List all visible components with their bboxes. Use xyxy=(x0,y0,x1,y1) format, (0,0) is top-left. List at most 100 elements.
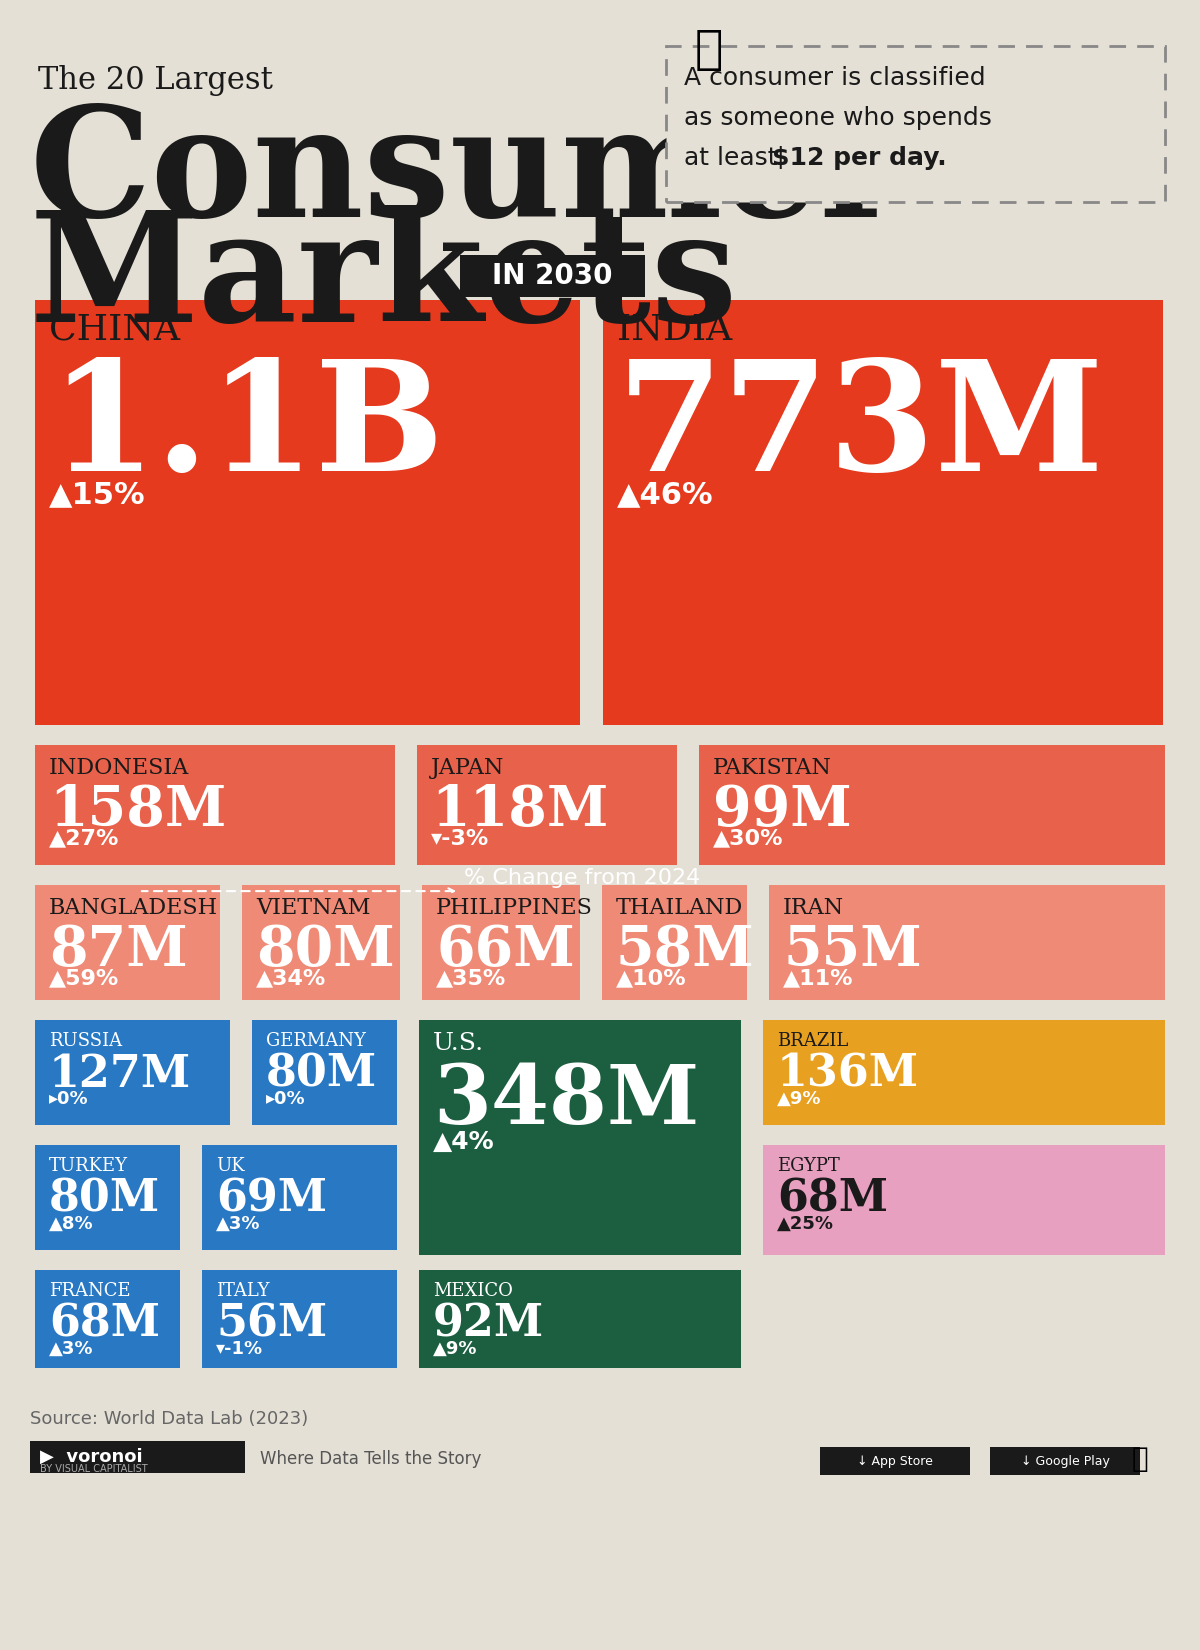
Text: ▲11%: ▲11% xyxy=(784,969,853,988)
Text: ▲25%: ▲25% xyxy=(778,1214,834,1233)
Text: 68M: 68M xyxy=(49,1304,160,1346)
Text: ▸0%: ▸0% xyxy=(266,1089,306,1107)
Text: 99M: 99M xyxy=(713,782,852,838)
Text: ▲34%: ▲34% xyxy=(256,969,326,988)
Bar xyxy=(422,884,580,1000)
Text: 87M: 87M xyxy=(49,922,187,977)
Text: RUSSIA: RUSSIA xyxy=(49,1031,122,1049)
Text: 158M: 158M xyxy=(49,782,227,838)
Bar xyxy=(35,1020,230,1125)
Bar xyxy=(35,884,220,1000)
Text: PAKISTAN: PAKISTAN xyxy=(713,757,832,779)
Text: 80M: 80M xyxy=(49,1178,161,1221)
Text: INDONESIA: INDONESIA xyxy=(49,757,190,779)
Bar xyxy=(202,1145,397,1251)
Text: 348M: 348M xyxy=(433,1061,700,1140)
Text: GERMANY: GERMANY xyxy=(266,1031,366,1049)
Text: ▲3%: ▲3% xyxy=(216,1214,260,1233)
Bar xyxy=(30,1440,245,1473)
Bar xyxy=(698,746,1165,865)
Text: IN 2030: IN 2030 xyxy=(492,262,613,290)
Bar xyxy=(35,1270,180,1368)
Text: Consumer: Consumer xyxy=(30,101,901,249)
Text: ▲10%: ▲10% xyxy=(616,969,686,988)
Bar xyxy=(242,884,400,1000)
Text: TURKEY: TURKEY xyxy=(49,1157,128,1175)
Text: ▲4%: ▲4% xyxy=(433,1130,494,1153)
Bar xyxy=(602,884,746,1000)
Bar xyxy=(604,300,1163,724)
Text: as someone who spends: as someone who spends xyxy=(684,106,992,130)
Text: The 20 Largest: The 20 Largest xyxy=(38,64,272,96)
Text: ▲35%: ▲35% xyxy=(436,969,506,988)
Text: FRANCE: FRANCE xyxy=(49,1282,131,1300)
Text: ▲59%: ▲59% xyxy=(49,969,119,988)
Text: ▾-3%: ▾-3% xyxy=(431,828,490,848)
Bar xyxy=(820,1447,970,1475)
Bar xyxy=(769,884,1165,1000)
Text: 773M: 773M xyxy=(617,353,1105,503)
Text: ▲15%: ▲15% xyxy=(49,480,145,510)
Text: ▲9%: ▲9% xyxy=(778,1089,822,1107)
Text: BRAZIL: BRAZIL xyxy=(778,1031,848,1049)
Bar xyxy=(419,1270,742,1368)
Text: ▶  voronoi: ▶ voronoi xyxy=(40,1449,143,1465)
Text: Markets: Markets xyxy=(30,205,738,355)
Text: INDIA: INDIA xyxy=(617,312,732,346)
Text: 69M: 69M xyxy=(216,1178,328,1221)
Text: ▸0%: ▸0% xyxy=(49,1089,89,1107)
Text: 68M: 68M xyxy=(778,1178,888,1221)
Text: 58M: 58M xyxy=(616,922,755,977)
Text: ▲3%: ▲3% xyxy=(49,1340,94,1358)
Text: VIETNAM: VIETNAM xyxy=(256,898,371,919)
Text: THAILAND: THAILAND xyxy=(616,898,743,919)
Text: $12 per day.: $12 per day. xyxy=(772,145,947,170)
Bar xyxy=(35,1145,180,1251)
Text: % Change from 2024: % Change from 2024 xyxy=(464,868,701,888)
Text: A consumer is classified: A consumer is classified xyxy=(684,66,985,91)
Text: BANGLADESH: BANGLADESH xyxy=(49,898,218,919)
Text: 🐝: 🐝 xyxy=(1132,1445,1148,1473)
Text: BY VISUAL CAPITALIST: BY VISUAL CAPITALIST xyxy=(40,1464,148,1473)
Text: 1.1B: 1.1B xyxy=(49,353,444,503)
Bar xyxy=(419,1020,742,1256)
Bar xyxy=(763,1020,1165,1125)
Bar xyxy=(202,1270,397,1368)
Text: ▲8%: ▲8% xyxy=(49,1214,94,1233)
Text: 66M: 66M xyxy=(436,922,575,977)
Text: 56M: 56M xyxy=(216,1304,328,1346)
Text: PHILIPPINES: PHILIPPINES xyxy=(436,898,593,919)
Bar xyxy=(252,1020,397,1125)
Text: ↓ App Store: ↓ App Store xyxy=(857,1455,932,1467)
Bar xyxy=(418,746,677,865)
Text: ↓ Google Play: ↓ Google Play xyxy=(1020,1455,1110,1467)
Text: EGYPT: EGYPT xyxy=(778,1157,840,1175)
Text: CHINA: CHINA xyxy=(49,312,180,346)
Text: at least: at least xyxy=(684,145,786,170)
Bar xyxy=(990,1447,1140,1475)
Text: MEXICO: MEXICO xyxy=(433,1282,512,1300)
Text: 80M: 80M xyxy=(266,1053,377,1096)
Text: IRAN: IRAN xyxy=(784,898,844,919)
Text: UK: UK xyxy=(216,1157,245,1175)
Text: Source: World Data Lab (2023): Source: World Data Lab (2023) xyxy=(30,1411,308,1427)
Text: 136M: 136M xyxy=(778,1053,919,1096)
Text: ▲27%: ▲27% xyxy=(49,828,119,848)
Text: 127M: 127M xyxy=(49,1053,191,1096)
Text: ▾-1%: ▾-1% xyxy=(216,1340,263,1358)
Text: ▲30%: ▲30% xyxy=(713,828,784,848)
Bar xyxy=(763,1145,1165,1256)
Bar xyxy=(35,746,395,865)
Text: 92M: 92M xyxy=(433,1304,545,1346)
Text: 118M: 118M xyxy=(431,782,608,838)
Text: Where Data Tells the Story: Where Data Tells the Story xyxy=(260,1450,481,1468)
Text: ITALY: ITALY xyxy=(216,1282,270,1300)
Text: ▲9%: ▲9% xyxy=(433,1340,478,1358)
Text: ▲46%: ▲46% xyxy=(617,480,714,510)
Bar xyxy=(460,256,646,297)
Text: 80M: 80M xyxy=(256,922,395,977)
Bar xyxy=(35,300,580,724)
FancyBboxPatch shape xyxy=(666,46,1165,201)
Text: 🎬: 🎬 xyxy=(695,28,724,73)
Text: JAPAN: JAPAN xyxy=(431,757,504,779)
